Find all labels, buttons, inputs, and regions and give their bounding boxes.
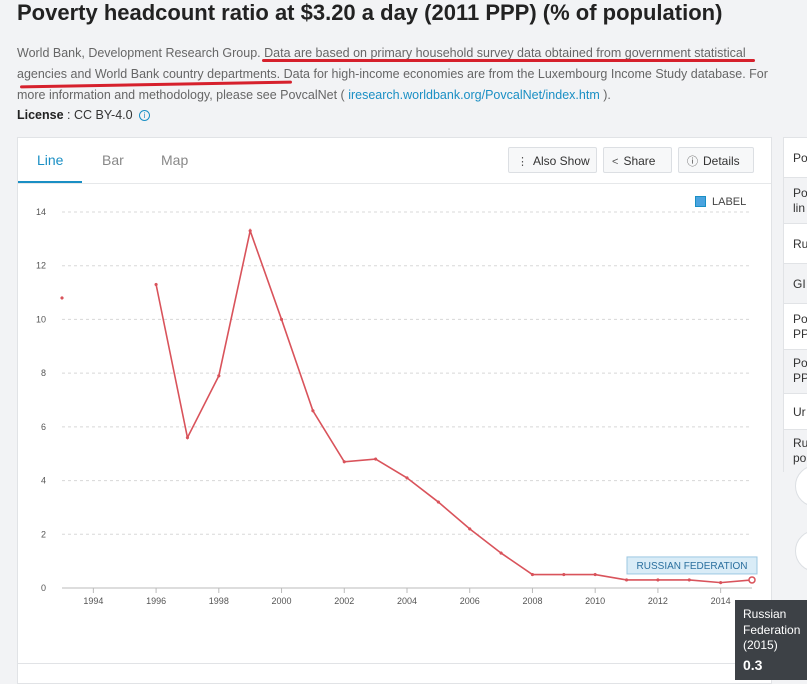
data-point xyxy=(748,576,756,584)
y-tick-label: 8 xyxy=(41,368,46,378)
data-point xyxy=(217,374,221,378)
bottom-tab-strip xyxy=(18,663,771,684)
x-tick-label: 2014 xyxy=(711,596,731,606)
y-tick-label: 6 xyxy=(41,422,46,432)
side-item-7[interactable]: Ur xyxy=(783,393,807,429)
series-annotation-label: RUSSIAN FEDERATION xyxy=(637,561,748,572)
series-annotation-box xyxy=(626,556,758,575)
y-tick-label: 12 xyxy=(36,261,46,271)
data-point xyxy=(624,578,629,582)
description-rest: Data for high-income economies are from … xyxy=(17,67,768,102)
data-point xyxy=(311,409,315,413)
povcalnet-link[interactable]: iresearch.worldbank.org/PovcalNet/index.… xyxy=(348,88,600,102)
share-label: Share xyxy=(623,154,656,168)
details-label: Details xyxy=(703,154,740,168)
legend-swatch-icon xyxy=(695,196,706,207)
x-tick-label: 1994 xyxy=(83,596,103,606)
description-source: World Bank, Development Research Group. xyxy=(17,46,261,60)
data-point xyxy=(436,500,441,504)
y-tick-label: 4 xyxy=(41,476,46,486)
side-item-8[interactable]: Ru po xyxy=(783,429,807,472)
share-button[interactable]: < Share xyxy=(603,147,672,173)
red-underline-1 xyxy=(262,59,755,62)
x-tick-label: 2006 xyxy=(460,596,480,606)
license: License : CC BY-4.0 i xyxy=(17,108,151,122)
info-icon[interactable]: i xyxy=(139,110,151,121)
side-item-5[interactable]: Po PP xyxy=(783,303,807,349)
y-tick-label: 10 xyxy=(36,314,46,324)
data-point xyxy=(656,578,660,582)
data-point xyxy=(687,578,691,582)
side-item-6[interactable]: Po PP xyxy=(783,349,807,393)
data-point xyxy=(405,476,409,480)
side-item-3[interactable]: Ru xyxy=(783,223,807,263)
data-point xyxy=(530,572,535,577)
tab-divider xyxy=(18,183,771,184)
page-title: Poverty headcount ratio at $3.20 a day (… xyxy=(17,0,723,25)
also-show-label: Also Show xyxy=(533,154,590,168)
data-point xyxy=(342,460,346,464)
related-indicators-panel: Po Po lin Ru GI Po PP Po PP Ur Ru po xyxy=(783,137,807,472)
info-circle-icon: ⓘ xyxy=(687,156,698,168)
description-highlighted: Data are based on primary household surv… xyxy=(17,46,746,81)
data-point xyxy=(185,435,190,440)
y-tick-label: 2 xyxy=(41,529,46,539)
tab-map[interactable]: Map xyxy=(161,152,189,168)
data-point xyxy=(499,551,503,555)
chart-legend[interactable]: LABEL xyxy=(695,196,746,208)
share-icon: < xyxy=(612,156,619,168)
x-tick-label: 2010 xyxy=(585,596,605,606)
chart-panel: Line Bar Map ⋮ Also Show < Share ⓘ Details … xyxy=(17,137,772,684)
x-tick-label: 2012 xyxy=(648,596,668,606)
tooltip-value: 0.3 xyxy=(743,656,763,673)
data-point xyxy=(373,457,378,461)
data-point xyxy=(154,282,158,287)
x-tick-label: 2008 xyxy=(522,596,542,606)
description-close: ). xyxy=(603,88,611,102)
tab-line[interactable]: Line xyxy=(37,152,64,168)
data-point xyxy=(593,572,597,577)
y-tick-label: 14 xyxy=(36,207,46,217)
legend-label: LABEL xyxy=(712,196,747,208)
tab-bar[interactable]: Bar xyxy=(102,152,124,168)
data-point xyxy=(60,296,64,300)
active-tab-indicator xyxy=(18,181,82,183)
data-point xyxy=(279,317,284,322)
y-tick-label: 0 xyxy=(41,583,46,593)
data-point xyxy=(718,580,723,585)
also-show-button[interactable]: ⋮ Also Show xyxy=(508,147,597,173)
data-point xyxy=(468,527,472,531)
line-chart: 0 2 4 6 8 10 12 14 1994 1996 1998 2000 2002 2004 2006 2… xyxy=(36,207,758,606)
tooltip-year: (2015) xyxy=(743,638,778,652)
description: World Bank, Development Research Group. … xyxy=(17,43,797,106)
series-line xyxy=(155,227,753,584)
data-tooltip: Russian Federation (2015) 0.3 xyxy=(735,600,807,680)
more-vertical-icon: ⋮ xyxy=(517,156,528,168)
side-item-2[interactable]: Po lin xyxy=(783,177,807,223)
side-item-1[interactable]: Po xyxy=(783,137,807,177)
x-tick-label: 2004 xyxy=(397,596,417,606)
license-label: License xyxy=(17,108,64,122)
tooltip-country: Russian Federation xyxy=(743,607,801,637)
side-item-4[interactable]: GI xyxy=(783,263,807,303)
x-tick-label: 1996 xyxy=(146,596,166,606)
x-tick-label: 1998 xyxy=(209,596,229,606)
license-value: : CC BY-4.0 xyxy=(67,108,133,122)
side-circle-button-2[interactable] xyxy=(795,530,807,572)
x-tick-label: 2002 xyxy=(334,596,354,606)
data-point xyxy=(248,229,252,233)
details-button[interactable]: ⓘ Details xyxy=(678,147,754,173)
x-tick-label: 2000 xyxy=(272,596,292,606)
data-point xyxy=(562,572,566,577)
